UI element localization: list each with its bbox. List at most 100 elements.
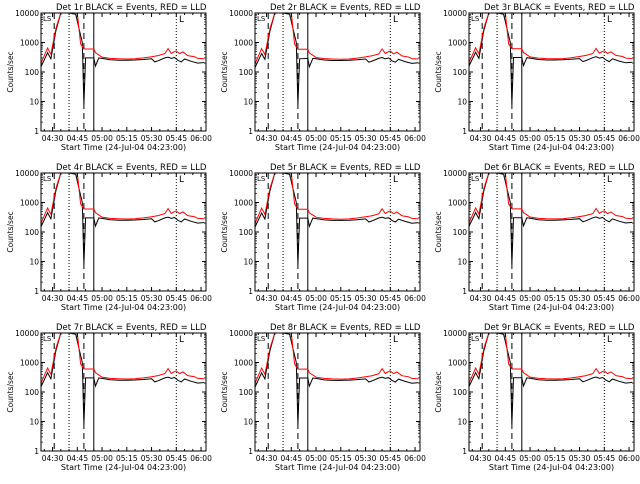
- ls-badge: LS: [257, 335, 266, 343]
- x-tick-label: 05:30: [141, 454, 163, 463]
- y-tick-label: 100: [453, 68, 468, 77]
- axes-frame: [254, 332, 421, 452]
- x-tick-label: 04:45: [280, 454, 302, 463]
- x-tick-label: 04:30: [470, 454, 492, 463]
- y-tick-label: 1000: [448, 359, 467, 368]
- x-tick-label: 04:45: [280, 294, 302, 303]
- x-tick-label: 06:00: [618, 294, 640, 303]
- y-tick-label: 1: [248, 127, 253, 136]
- x-axis-ticks: 04:30 04:45 05:00 05:15 05:30 05:45 06:00: [256, 13, 426, 143]
- x-axis-label: Start Time (24-Jul-04 04:23:00): [489, 303, 614, 312]
- y-tick-label: 1000: [234, 39, 253, 48]
- x-tick-label: 04:30: [42, 454, 64, 463]
- series-group: [469, 13, 633, 105]
- y-axis-ticks: 1 10 100 1000 10000: [15, 9, 206, 136]
- x-tick-label: 05:00: [91, 294, 113, 303]
- chart-title: Det 4r BLACK = Events, RED = LLD: [56, 163, 207, 173]
- ls-badge: LS: [43, 175, 52, 183]
- axes-frame: [254, 172, 421, 292]
- marker-lines: [481, 173, 605, 291]
- series-line-lld: [255, 173, 419, 224]
- chart-title: Det 7r BLACK = Events, RED = LLD: [56, 323, 207, 333]
- series-line-events: [41, 13, 205, 105]
- x-tick-label: 05:00: [305, 454, 327, 463]
- x-tick-label: 05:00: [519, 294, 541, 303]
- x-tick-label: 04:30: [256, 294, 278, 303]
- y-axis-ticks: 1 10 100 1000 10000: [229, 169, 420, 296]
- x-tick-label: 05:30: [141, 294, 163, 303]
- x-tick-label: 05:45: [165, 294, 187, 303]
- x-tick-label: 04:45: [280, 134, 302, 143]
- x-tick-label: 06:00: [190, 454, 212, 463]
- x-tick-label: 05:30: [355, 134, 377, 143]
- chart-title: Det 5r BLACK = Events, RED = LLD: [270, 163, 421, 173]
- y-tick-label: 10: [243, 258, 253, 267]
- series-line-lld: [255, 13, 419, 64]
- x-tick-label: 04:30: [256, 134, 278, 143]
- x-tick-label: 05:45: [379, 454, 401, 463]
- y-tick-label: 1000: [234, 359, 253, 368]
- x-tick-label: 05:00: [519, 454, 541, 463]
- ls-badge: LS: [257, 175, 266, 183]
- y-axis-label: Counts/sec: [6, 211, 15, 252]
- y-tick-label: 1000: [20, 199, 39, 208]
- x-axis-label: Start Time (24-Jul-04 04:23:00): [61, 463, 186, 472]
- y-tick-label: 100: [239, 68, 254, 77]
- x-tick-label: 06:00: [618, 134, 640, 143]
- ls-badge: LS: [43, 15, 52, 23]
- y-tick-label: 1: [34, 287, 39, 296]
- chart-title: Det 2r BLACK = Events, RED = LLD: [270, 3, 421, 13]
- series-line-events: [41, 173, 205, 265]
- y-tick-label: 10: [243, 98, 253, 107]
- x-tick-label: 05:00: [305, 294, 327, 303]
- x-tick-label: 04:45: [494, 454, 516, 463]
- x-tick-label: 06:00: [190, 134, 212, 143]
- x-tick-label: 05:45: [593, 454, 615, 463]
- y-tick-label: 100: [25, 388, 40, 397]
- y-tick-label: 1000: [234, 199, 253, 208]
- panel-det-7r: Det 7r BLACK = Events, RED = LLD LS L 1 10 10…: [6, 323, 212, 472]
- y-tick-label: 1: [248, 287, 253, 296]
- chart-title: Det 1r BLACK = Events, RED = LLD: [56, 3, 207, 13]
- y-tick-label: 10000: [15, 9, 39, 18]
- series-group: [41, 333, 205, 425]
- x-axis-ticks: 04:30 04:45 05:00 05:15 05:30 05:45 06:00: [42, 333, 212, 463]
- y-tick-label: 1: [248, 447, 253, 456]
- corner-mark: L: [607, 335, 612, 345]
- panel-det-1r: Det 1r BLACK = Events, RED = LLD LS L 1 10 10…: [6, 3, 212, 152]
- x-axis-label: Start Time (24-Jul-04 04:23:00): [61, 303, 186, 312]
- y-tick-label: 100: [25, 228, 40, 237]
- y-axis-label: Counts/sec: [220, 211, 229, 252]
- x-tick-label: 05:15: [330, 454, 352, 463]
- y-axis-label: Counts/sec: [434, 51, 443, 92]
- corner-mark: L: [179, 335, 184, 345]
- x-axis-ticks: 04:30 04:45 05:00 05:15 05:30 05:45 06:00: [470, 333, 640, 463]
- axes-frame: [40, 12, 207, 132]
- x-tick-label: 04:45: [66, 294, 88, 303]
- y-tick-label: 10000: [443, 169, 467, 178]
- y-axis-ticks: 1 10 100 1000 10000: [443, 169, 634, 296]
- y-tick-label: 100: [25, 68, 40, 77]
- x-tick-label: 05:00: [305, 134, 327, 143]
- y-tick-label: 10: [457, 418, 467, 427]
- marker-lines: [267, 333, 391, 451]
- y-tick-label: 10000: [229, 9, 253, 18]
- x-tick-label: 05:30: [355, 294, 377, 303]
- x-axis-ticks: 04:30 04:45 05:00 05:15 05:30 05:45 06:00: [256, 333, 426, 463]
- y-axis-label: Counts/sec: [434, 371, 443, 412]
- x-axis-label: Start Time (24-Jul-04 04:23:00): [275, 303, 400, 312]
- chart-title: Det 8r BLACK = Events, RED = LLD: [270, 323, 421, 333]
- y-tick-label: 1: [462, 447, 467, 456]
- axes-frame: [40, 172, 207, 292]
- y-axis-label: Counts/sec: [220, 51, 229, 92]
- x-tick-label: 05:00: [91, 134, 113, 143]
- panel-det-4r: Det 4r BLACK = Events, RED = LLD LS L 1 10 10…: [6, 163, 212, 312]
- chart-title: Det 9r BLACK = Events, RED = LLD: [484, 323, 635, 333]
- marker-lines: [267, 13, 391, 131]
- x-tick-label: 05:45: [593, 294, 615, 303]
- y-axis-ticks: 1 10 100 1000 10000: [229, 329, 420, 456]
- y-axis-label: Counts/sec: [6, 371, 15, 412]
- ls-badge: LS: [471, 15, 480, 23]
- marker-lines: [267, 173, 391, 291]
